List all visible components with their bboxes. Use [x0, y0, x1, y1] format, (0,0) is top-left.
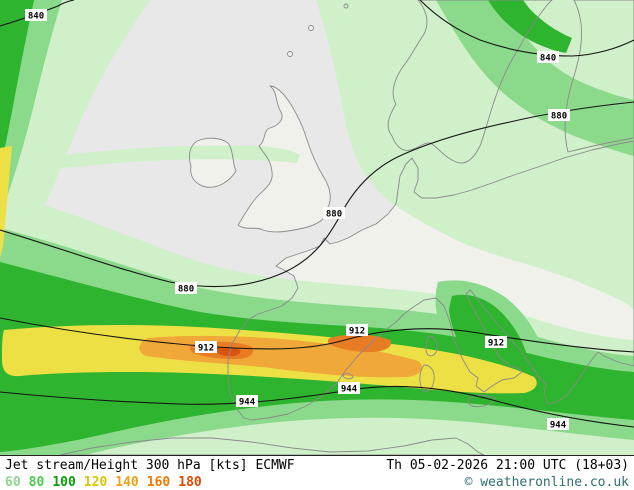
svg-text:840: 840	[540, 54, 556, 64]
contour-label: 912	[485, 336, 507, 349]
scale-value-140: 140	[115, 475, 139, 490]
jet-sliver-corner-120	[0, 146, 12, 258]
svg-text:880: 880	[551, 112, 567, 122]
scale-value-160: 160	[146, 475, 171, 490]
contour-label: 944	[547, 418, 569, 431]
copyright: © weatheronline.co.uk	[464, 475, 629, 490]
contour-label: 944	[338, 382, 360, 395]
scale-value-180: 180	[178, 475, 202, 490]
svg-text:944: 944	[341, 385, 358, 395]
contour-912-line	[0, 317, 634, 353]
legend-bar: Jet stream/Height 300 hPa [kts] ECMWF Th…	[0, 456, 634, 490]
contour-label: 880	[548, 109, 570, 122]
svg-text:840: 840	[28, 12, 44, 22]
svg-text:944: 944	[239, 398, 256, 408]
jet-streak-atlantic-60	[54, 145, 300, 168]
contour-label: 840	[25, 9, 47, 22]
scale-value-100: 100	[52, 475, 76, 490]
chart-title: Jet stream/Height 300 hPa [kts] ECMWF	[5, 458, 295, 473]
scale-value-80: 80	[28, 475, 45, 490]
svg-text:912: 912	[488, 339, 504, 349]
contour-label: 880	[323, 207, 345, 220]
contour-label: 840	[537, 51, 559, 64]
contour-label: 944	[236, 395, 258, 408]
contour-840-northeast-line	[419, 0, 634, 57]
scale-value-60: 60	[5, 475, 21, 490]
svg-text:912: 912	[198, 344, 214, 354]
jet-core-180	[215, 346, 241, 356]
jet-band-northeast-100	[488, 0, 572, 53]
scale-value-120: 120	[83, 475, 108, 490]
jet-band-corner-100	[0, 0, 34, 168]
jet-band-northeast-80	[436, 0, 634, 156]
svg-text:880: 880	[178, 285, 194, 295]
contour-labels: 840 840 880 880 880 912 912 912 944	[25, 9, 570, 431]
valid-datetime: Th 05-02-2026 21:00 UTC (18+03)	[386, 458, 629, 473]
contour-label: 912	[346, 324, 368, 337]
speed-scale: 60 80 100 120 140 160 180	[5, 475, 202, 490]
jet-layer-180	[215, 346, 241, 356]
svg-text:880: 880	[326, 210, 342, 220]
weather-map: 840 840 880 880 880 912 912 912 944	[0, 0, 634, 456]
contour-label: 912	[195, 341, 217, 354]
contour-840-northwest-line	[0, 0, 75, 27]
contour-label: 880	[175, 282, 197, 295]
svg-text:912: 912	[349, 327, 365, 337]
svg-text:944: 944	[550, 421, 567, 431]
weather-map-canvas: 840 840 880 880 880 912 912 912 944	[0, 0, 634, 455]
